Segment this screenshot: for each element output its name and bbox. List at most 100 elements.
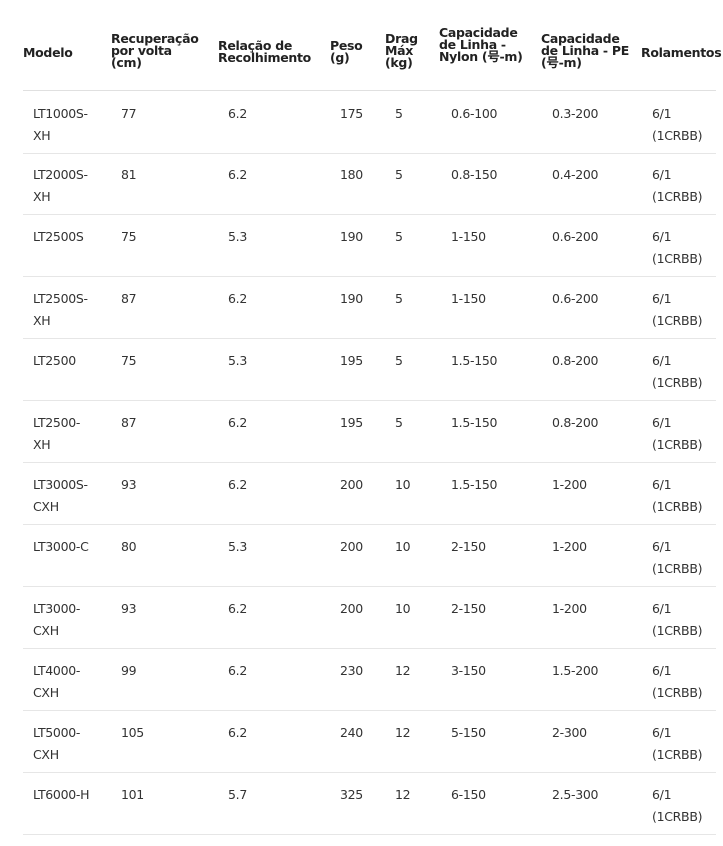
header-modelo: Modelo xyxy=(23,45,73,60)
cell-rolamentos: 6/1 (1CRBB) xyxy=(652,725,703,762)
cell-pe: 1.5-200 xyxy=(552,663,599,678)
cell-peso: 200 xyxy=(340,477,363,492)
cell-recuperacao: 93 xyxy=(121,477,137,492)
cell-drag: 5 xyxy=(395,229,403,244)
cell-nylon: 1-150 xyxy=(451,229,486,244)
cell-nylon: 2-150 xyxy=(451,539,486,554)
cell-modelo: LT3000S-CXH xyxy=(33,477,88,514)
cell-nylon: 2-150 xyxy=(451,601,486,616)
cell-drag: 10 xyxy=(395,601,411,616)
cell-nylon: 1.5-150 xyxy=(451,477,498,492)
cell-drag: 5 xyxy=(395,291,403,306)
cell-modelo: LT6000-H xyxy=(33,787,90,802)
cell-modelo: LT5000-CXH xyxy=(33,725,81,762)
table-row: LT3000-C 80 5.3 200 10 2-150 1-200 6/1 (1CRBB) xyxy=(23,524,716,587)
cell-drag: 12 xyxy=(395,663,411,678)
header-peso: Peso (g) xyxy=(330,38,363,65)
cell-pe: 1-200 xyxy=(552,539,587,554)
cell-relacao: 6.2 xyxy=(228,106,247,121)
table-row: LT2500S 75 5.3 190 5 1-150 0.6-200 6/1 (1CRBB) xyxy=(23,214,716,277)
cell-modelo: LT2500 xyxy=(33,353,76,368)
cell-relacao: 6.2 xyxy=(228,601,247,616)
cell-relacao: 5.7 xyxy=(228,787,247,802)
table-row: LT3000-CXH 93 6.2 200 10 2-150 1-200 6/1 (1CRBB… xyxy=(23,586,716,649)
cell-modelo: LT2000S-XH xyxy=(33,167,88,204)
cell-rolamentos: 6/1 (1CRBB) xyxy=(652,539,703,576)
cell-relacao: 6.2 xyxy=(228,167,247,182)
cell-relacao: 6.2 xyxy=(228,415,247,430)
cell-recuperacao: 75 xyxy=(121,229,137,244)
cell-peso: 195 xyxy=(340,415,363,430)
cell-peso: 230 xyxy=(340,663,363,678)
cell-modelo: LT3000-C xyxy=(33,539,89,554)
cell-drag: 5 xyxy=(395,415,403,430)
header-rolamentos: Rolamentos xyxy=(641,45,722,60)
cell-drag: 5 xyxy=(395,353,403,368)
cell-modelo: LT1000S-XH xyxy=(33,106,88,143)
cell-drag: 12 xyxy=(395,787,411,802)
table-row: LT1000S-XH 77 6.2 175 5 0.6-100 0.3-200 6/1 (1C… xyxy=(23,90,716,154)
cell-modelo: LT4000-CXH xyxy=(33,663,81,700)
cell-nylon: 0.6-100 xyxy=(451,106,498,121)
cell-nylon: 5-150 xyxy=(451,725,486,740)
table-row: LT4000-CXH 99 6.2 230 12 3-150 1.5-200 6/1 (1CR… xyxy=(23,648,716,711)
cell-peso: 200 xyxy=(340,539,363,554)
cell-peso: 195 xyxy=(340,353,363,368)
cell-nylon: 1-150 xyxy=(451,291,486,306)
cell-drag: 12 xyxy=(395,725,411,740)
cell-relacao: 5.3 xyxy=(228,229,247,244)
cell-pe: 1-200 xyxy=(552,477,587,492)
cell-relacao: 6.2 xyxy=(228,725,247,740)
cell-peso: 175 xyxy=(340,106,363,121)
cell-recuperacao: 101 xyxy=(121,787,144,802)
cell-relacao: 6.2 xyxy=(228,477,247,492)
cell-recuperacao: 75 xyxy=(121,353,137,368)
cell-pe: 2.5-300 xyxy=(552,787,599,802)
cell-nylon: 0.8-150 xyxy=(451,167,498,182)
cell-nylon: 6-150 xyxy=(451,787,486,802)
cell-relacao: 6.2 xyxy=(228,663,247,678)
header-nylon: Capacidade de Linha - Nylon (号-m) xyxy=(439,25,523,64)
cell-peso: 325 xyxy=(340,787,363,802)
cell-nylon: 1.5-150 xyxy=(451,353,498,368)
cell-pe: 0.6-200 xyxy=(552,291,599,306)
cell-recuperacao: 87 xyxy=(121,415,137,430)
cell-peso: 180 xyxy=(340,167,363,182)
cell-relacao: 6.2 xyxy=(228,291,247,306)
cell-recuperacao: 77 xyxy=(121,106,137,121)
cell-modelo: LT2500-XH xyxy=(33,415,81,452)
header-recuperacao: Recuperação por volta (cm) xyxy=(111,31,199,70)
cell-pe: 2-300 xyxy=(552,725,587,740)
cell-rolamentos: 6/1 (1CRBB) xyxy=(652,601,703,638)
cell-recuperacao: 93 xyxy=(121,601,137,616)
cell-rolamentos: 6/1 (1CRBB) xyxy=(652,353,703,390)
table-row: LT2500 75 5.3 195 5 1.5-150 0.8-200 6/1 (1CRBB) xyxy=(23,338,716,401)
cell-pe: 0.8-200 xyxy=(552,415,599,430)
cell-pe: 0.6-200 xyxy=(552,229,599,244)
cell-relacao: 5.3 xyxy=(228,539,247,554)
cell-rolamentos: 6/1 (1CRBB) xyxy=(652,106,703,143)
cell-recuperacao: 87 xyxy=(121,291,137,306)
header-relacao: Relação de Recolhimento xyxy=(218,38,311,65)
cell-rolamentos: 6/1 (1CRBB) xyxy=(652,291,703,328)
cell-recuperacao: 80 xyxy=(121,539,137,554)
cell-recuperacao: 81 xyxy=(121,167,137,182)
cell-recuperacao: 99 xyxy=(121,663,137,678)
cell-drag: 10 xyxy=(395,477,411,492)
cell-relacao: 5.3 xyxy=(228,353,247,368)
table-row: LT2500S-XH 87 6.2 190 5 1-150 0.6-200 6/1 (1CRB… xyxy=(23,276,716,339)
cell-nylon: 1.5-150 xyxy=(451,415,498,430)
cell-rolamentos: 6/1 (1CRBB) xyxy=(652,663,703,700)
cell-drag: 5 xyxy=(395,167,403,182)
cell-nylon: 3-150 xyxy=(451,663,486,678)
cell-pe: 1-200 xyxy=(552,601,587,616)
cell-modelo: LT2500S xyxy=(33,229,84,244)
table-row: LT3000S-CXH 93 6.2 200 10 1.5-150 1-200 6/1 (1C… xyxy=(23,462,716,525)
cell-rolamentos: 6/1 (1CRBB) xyxy=(652,167,703,204)
cell-drag: 5 xyxy=(395,106,403,121)
table-row: LT6000-H 101 5.7 325 12 6-150 2.5-300 6/1 (1CRB… xyxy=(23,772,716,835)
cell-pe: 0.3-200 xyxy=(552,106,599,121)
cell-peso: 200 xyxy=(340,601,363,616)
cell-rolamentos: 6/1 (1CRBB) xyxy=(652,787,703,824)
